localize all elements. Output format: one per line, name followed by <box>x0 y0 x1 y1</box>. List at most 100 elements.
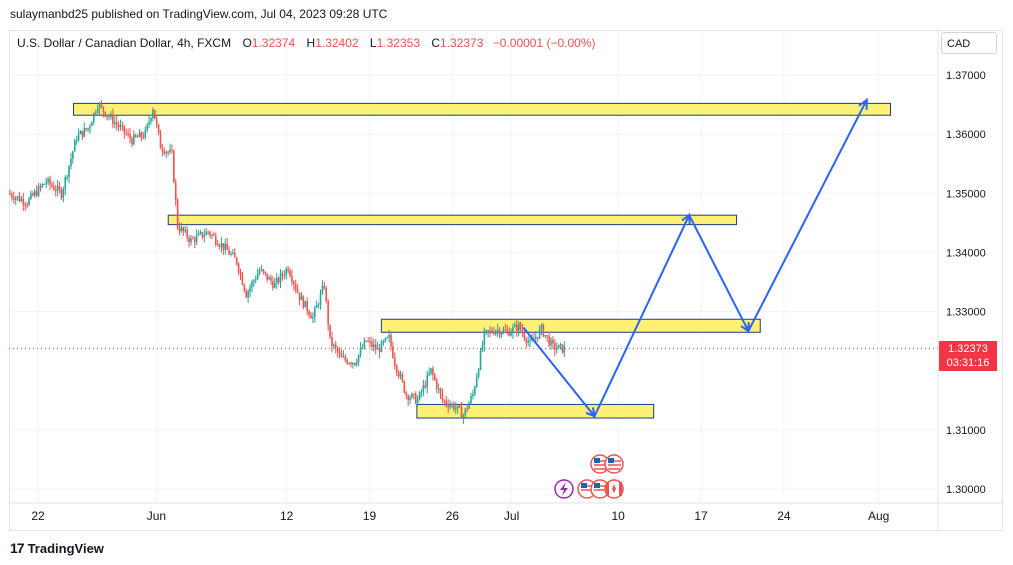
supply-demand-zone[interactable] <box>380 318 761 333</box>
us-flag-icon[interactable] <box>590 479 610 499</box>
canada-flag-icon[interactable] <box>604 479 624 499</box>
candle <box>207 231 209 233</box>
candle <box>41 184 44 187</box>
candle <box>182 227 185 232</box>
candle <box>266 273 268 280</box>
candle <box>314 307 316 317</box>
candle <box>94 112 97 114</box>
candle <box>32 193 34 196</box>
candle <box>89 126 91 129</box>
candle <box>193 238 196 243</box>
candle <box>270 277 272 282</box>
candle <box>81 131 84 137</box>
y-tick-label: 1.31000 <box>946 425 986 437</box>
candle <box>443 400 446 402</box>
candle <box>527 341 529 343</box>
projection-path[interactable] <box>522 99 868 419</box>
x-tick-label: 19 <box>363 509 377 523</box>
candle <box>540 324 543 330</box>
candle <box>563 346 566 353</box>
us-flag-icon[interactable] <box>604 454 624 474</box>
candle <box>285 268 288 276</box>
candle <box>253 280 255 283</box>
candle <box>359 348 362 355</box>
candle <box>153 109 156 119</box>
y-tick-label: 1.30000 <box>946 484 986 496</box>
candle <box>479 350 482 370</box>
candle <box>119 125 122 128</box>
candle <box>30 193 32 199</box>
candle <box>163 150 166 154</box>
candle <box>496 329 499 331</box>
candle <box>93 112 95 123</box>
candle <box>462 415 465 418</box>
symbol-name[interactable]: U.S. Dollar / Canadian Dollar, 4h, FXCM <box>17 36 232 50</box>
candle <box>123 125 126 133</box>
candle <box>102 106 105 112</box>
candle <box>378 348 381 352</box>
candle <box>112 114 114 124</box>
candle <box>281 273 284 276</box>
currency-selector[interactable]: CAD <box>941 32 997 54</box>
candle <box>24 204 27 206</box>
candle <box>127 133 129 135</box>
candle <box>277 278 280 283</box>
y-tick-label: 1.36000 <box>946 129 986 141</box>
candle <box>136 136 139 138</box>
candle <box>121 125 124 127</box>
last-price-tag: 1.32373 03:31:16 <box>939 341 997 371</box>
candle <box>169 149 171 152</box>
supply-demand-zone[interactable] <box>167 214 738 226</box>
candle <box>195 235 198 243</box>
candle <box>401 374 404 382</box>
candle <box>380 341 383 352</box>
candle <box>453 404 455 410</box>
close-value: 1.32373 <box>440 36 484 50</box>
lightning-icon[interactable] <box>554 479 574 499</box>
high-label: H <box>306 36 316 50</box>
candle <box>424 385 427 388</box>
candle <box>230 253 232 255</box>
candle <box>491 330 493 333</box>
candle <box>312 316 314 319</box>
candle <box>555 348 558 350</box>
candle <box>483 330 486 346</box>
candle <box>348 363 350 365</box>
candle <box>228 250 230 255</box>
candle <box>113 122 116 124</box>
candle <box>16 196 19 198</box>
candle <box>376 348 379 350</box>
candle <box>321 285 324 294</box>
candle <box>529 339 531 342</box>
candle <box>241 274 244 285</box>
candle <box>79 131 82 135</box>
candle <box>382 341 385 343</box>
publish-info: sulaymanbd25 published on TradingView.co… <box>10 7 388 21</box>
candle <box>254 279 257 281</box>
candle <box>199 231 202 234</box>
candle <box>525 338 528 343</box>
low-label: L <box>369 36 377 50</box>
zones <box>73 102 891 419</box>
candle <box>394 357 396 366</box>
candle <box>405 392 408 396</box>
candle <box>504 329 507 331</box>
candle <box>544 335 547 337</box>
candle <box>9 193 11 195</box>
tradingview-logo[interactable]: 17 TradingView <box>10 540 104 556</box>
candle <box>87 128 89 130</box>
candle <box>106 116 108 118</box>
candle <box>33 191 36 196</box>
candle <box>432 368 434 375</box>
candle <box>117 124 120 128</box>
candle <box>232 252 234 254</box>
candle <box>264 271 267 274</box>
candle <box>510 332 512 336</box>
candle <box>133 134 135 145</box>
supply-demand-zone[interactable] <box>73 102 891 116</box>
candle <box>174 182 177 201</box>
x-tick-label: 26 <box>446 509 460 523</box>
candle <box>422 385 425 392</box>
candle <box>534 337 537 340</box>
